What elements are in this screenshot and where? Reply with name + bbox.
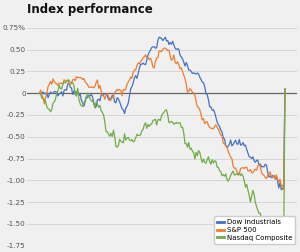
- S&P 500: [52, 80, 56, 83]
- Legend: Dow industrials, S&P 500, Nasdaq Composite: Dow industrials, S&P 500, Nasdaq Composi…: [214, 216, 295, 244]
- Text: Index performance: Index performance: [27, 3, 153, 16]
- Nasdaq Composite: [263, 218, 267, 222]
- S&P 500: [162, 47, 166, 50]
- Nasdaq Composite: [85, 96, 88, 99]
- S&P 500: [103, 98, 106, 101]
- Nasdaq Composite: [52, 101, 56, 104]
- Dow industrials: [103, 92, 106, 95]
- Dow industrials: [272, 174, 276, 177]
- Nasdaq Composite: [67, 78, 71, 81]
- Dow industrials: [263, 163, 267, 166]
- Dow industrials: [83, 101, 87, 104]
- Nasdaq Composite: [104, 130, 108, 133]
- Dow industrials: [38, 92, 41, 95]
- S&P 500: [38, 92, 41, 95]
- Nasdaq Composite: [47, 108, 51, 111]
- S&P 500: [83, 80, 87, 83]
- Dow industrials: [157, 36, 161, 39]
- S&P 500: [47, 83, 51, 86]
- Line: Nasdaq Composite: Nasdaq Composite: [39, 80, 285, 244]
- Dow industrials: [283, 87, 287, 90]
- Nasdaq Composite: [272, 230, 276, 233]
- Dow industrials: [52, 90, 56, 93]
- Line: S&P 500: S&P 500: [39, 48, 285, 190]
- Nasdaq Composite: [38, 92, 41, 95]
- S&P 500: [283, 88, 287, 91]
- Dow industrials: [279, 188, 283, 191]
- S&P 500: [263, 176, 267, 179]
- Line: Dow industrials: Dow industrials: [39, 37, 285, 190]
- Nasdaq Composite: [281, 242, 284, 245]
- S&P 500: [282, 188, 286, 191]
- Nasdaq Composite: [283, 87, 287, 90]
- S&P 500: [272, 174, 276, 177]
- Dow industrials: [47, 93, 51, 96]
